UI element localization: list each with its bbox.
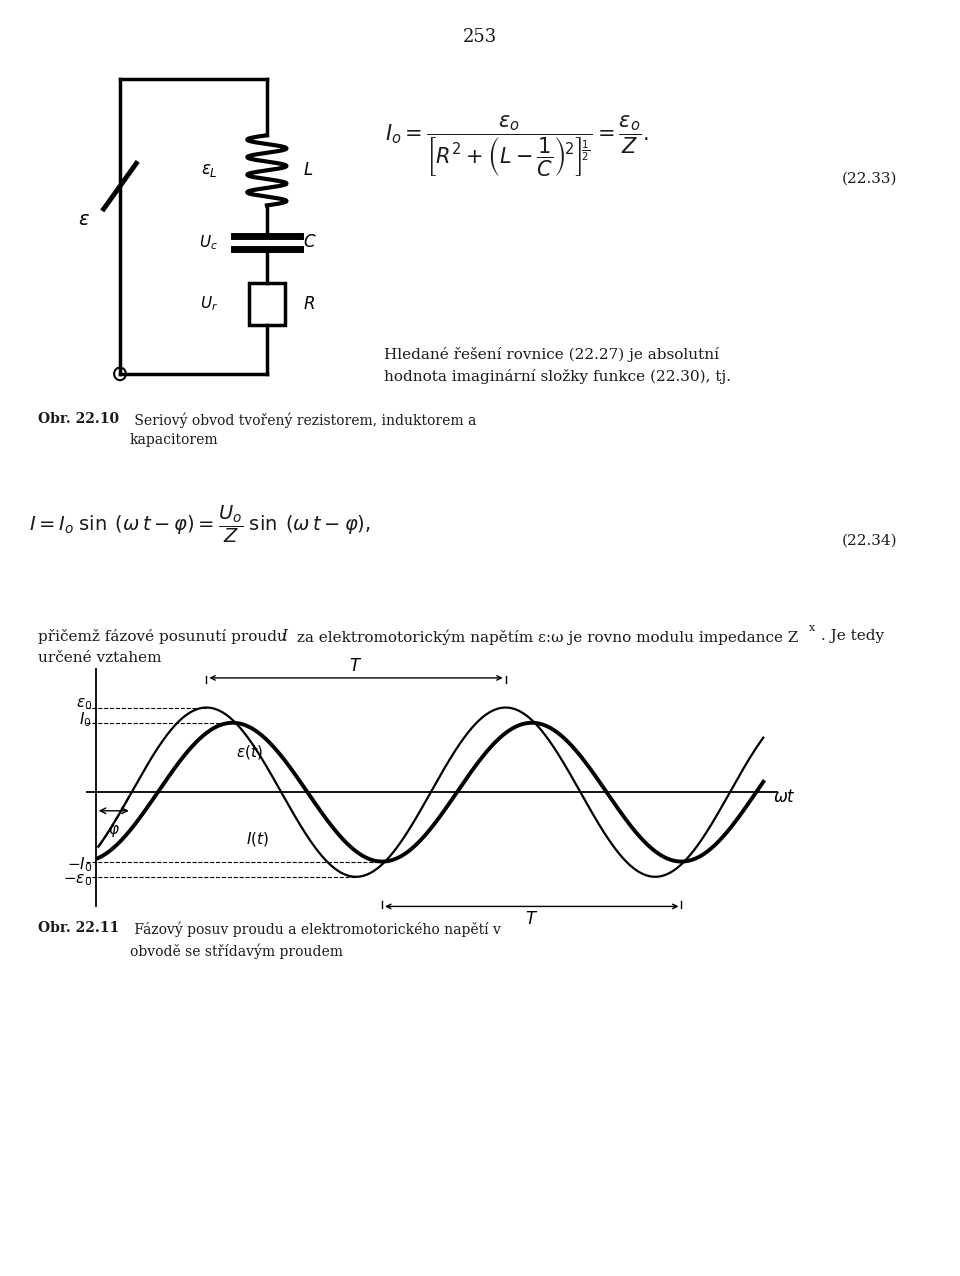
Text: $U_c$: $U_c$ [199,234,218,251]
Text: $I = I_o\;\sin\;(\omega\, t - \varphi) = \dfrac{U_o}{Z}\;\sin\;(\omega\, t - \va: $I = I_o\;\sin\;(\omega\, t - \varphi) =… [29,504,371,545]
Text: $\varepsilon$: $\varepsilon$ [78,211,90,228]
Text: Fázový posuv proudu a elektromotorického napětí v
obvodě se střídavým proudem: Fázový posuv proudu a elektromotorického… [130,921,500,958]
Text: $T$: $T$ [349,657,363,675]
Text: $L$: $L$ [302,161,313,180]
Text: určené vztahem: určené vztahem [38,651,162,665]
Text: $\varepsilon_L$: $\varepsilon_L$ [202,161,218,180]
Text: . Je tedy: . Je tedy [821,629,884,643]
Text: $I(t)$: $I(t)$ [246,829,269,847]
Bar [249,283,285,324]
Text: Obr. 22.10: Obr. 22.10 [38,412,120,426]
Text: $-\varepsilon_0$: $-\varepsilon_0$ [63,873,92,888]
Text: Obr. 22.11: Obr. 22.11 [38,921,120,935]
Text: $\varepsilon(t)$: $\varepsilon(t)$ [236,743,263,760]
Text: Seriový obvod tvořený rezistorem, induktorem a
kapacitorem: Seriový obvod tvořený rezistorem, indukt… [130,412,476,447]
Text: $-I_0$: $-I_0$ [66,856,92,874]
Text: I: I [281,629,287,643]
Text: (22.34): (22.34) [842,535,898,547]
Text: x: x [809,623,816,633]
Text: přičemž fázové posunutí proudu: přičemž fázové posunutí proudu [38,629,292,644]
Text: $T$: $T$ [525,910,539,928]
Text: (22.33): (22.33) [842,172,898,185]
Text: $I_0$: $I_0$ [80,709,92,729]
Text: $\varepsilon_0$: $\varepsilon_0$ [76,697,92,712]
Text: $R$: $R$ [302,295,315,313]
Text: $I_o = \dfrac{\epsilon_o}{\left[R^2 + \left(L - \dfrac{1}{C}\right)^{\!2}\right]: $I_o = \dfrac{\epsilon_o}{\left[R^2 + \l… [385,115,649,180]
Text: $\omega t$: $\omega t$ [773,789,796,806]
Text: $\varphi$: $\varphi$ [108,823,120,838]
Text: $U_r$: $U_r$ [200,295,218,313]
Text: 253: 253 [463,28,497,46]
Text: za elektromotorickým napětím ε:ω je rovno modulu impedance Z: za elektromotorickým napětím ε:ω je rovn… [292,629,798,644]
Text: Hledané řešení rovnice (22.27) je absolutní
hodnota imaginární složky funkce (22: Hledané řešení rovnice (22.27) je absolu… [384,347,731,384]
Text: $C$: $C$ [302,234,317,251]
